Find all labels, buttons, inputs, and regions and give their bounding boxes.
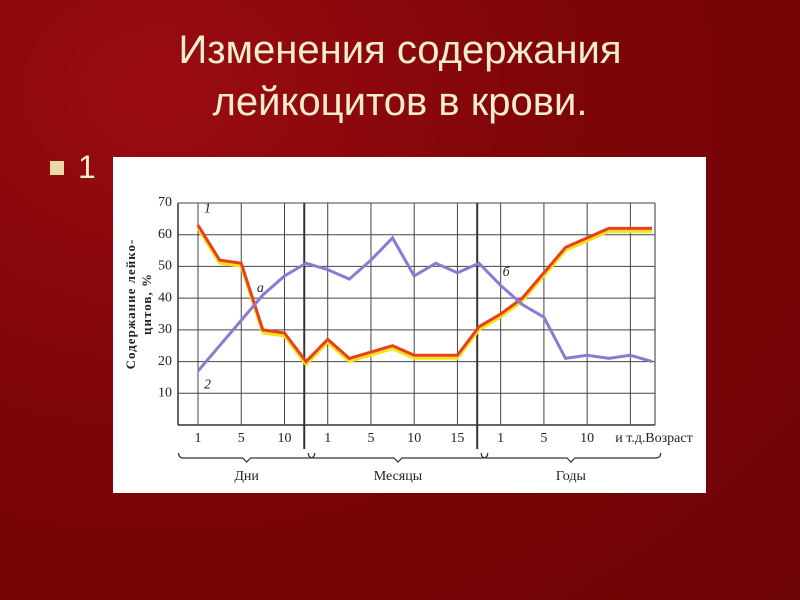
x-tick-label: 5: [238, 431, 245, 446]
x-tick-label: 5: [367, 431, 374, 446]
slide-title: Изменения содержания: [178, 28, 622, 72]
x-tick-label: 10: [580, 431, 594, 446]
chart-image: [113, 157, 706, 493]
x-tick-label: 1: [195, 431, 202, 446]
y-tick-label: 60: [158, 227, 172, 242]
x-tick-label: 10: [277, 431, 291, 446]
group-label: Годы: [556, 469, 587, 484]
series-label: 2: [204, 377, 211, 392]
x-axis-label: Возраст: [645, 431, 692, 446]
bullet-text: 1: [78, 149, 96, 185]
group-label: Месяцы: [374, 469, 423, 484]
x-tick-label: 1: [324, 431, 331, 446]
y-tick-label: 20: [158, 354, 172, 369]
y-tick-label: 50: [158, 259, 172, 274]
series-line: [196, 224, 652, 364]
y-tick-label: 30: [158, 322, 172, 337]
slide-title: лейкоцитов в крови.: [212, 80, 588, 124]
y-tick-label: 10: [158, 386, 172, 401]
x-tick-label: 5: [540, 431, 547, 446]
series-label: 1: [204, 201, 211, 216]
group-label: Дни: [234, 469, 259, 484]
group-brace: [480, 452, 662, 463]
line-shadow: [196, 227, 652, 367]
x-tick-label: 1: [497, 431, 504, 446]
annotation: а: [257, 281, 264, 296]
group-brace: [177, 452, 316, 463]
x-tick-label: 15: [450, 431, 464, 446]
annotation: б: [503, 265, 511, 280]
series-line: [196, 235, 653, 373]
y-tick-label: 70: [158, 195, 172, 210]
x-tick-label: и т.д.: [615, 431, 645, 446]
group-brace: [307, 452, 489, 463]
x-tick-label: 10: [407, 431, 421, 446]
bullet-marker: [50, 161, 64, 175]
y-axis-label: цитов, %: [139, 273, 154, 335]
y-tick-label: 40: [158, 290, 172, 305]
y-axis-label: Содержание лейко-: [123, 239, 138, 370]
